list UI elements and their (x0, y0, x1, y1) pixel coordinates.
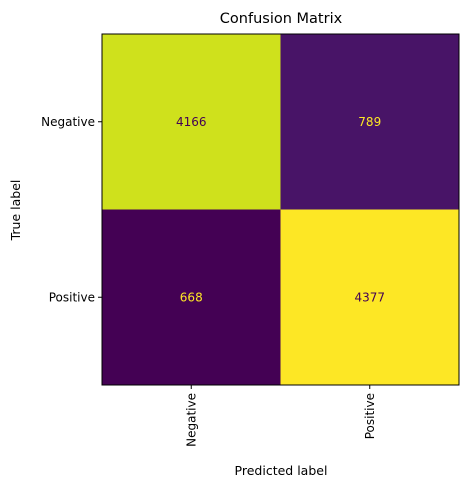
chart-title: Confusion Matrix (220, 11, 343, 27)
cell-value-label-0-1: 789 (358, 115, 381, 129)
heatmap-cell-0-1 (280, 34, 459, 210)
cell-value-label-0-0: 4166 (176, 115, 207, 129)
cell-value-label-1-1: 4377 (354, 290, 385, 304)
heatmap-cell-0-0 (102, 34, 281, 210)
y-axis-label: True label (8, 180, 23, 242)
cell-value-label-1-0: 668 (180, 290, 203, 304)
x-axis-label: Predicted label (235, 463, 328, 478)
heatmap-cells: 4166 789 668 4377 (102, 34, 459, 385)
heatmap-cell-1-0 (102, 209, 281, 385)
y-tick-label-0: Negative (41, 115, 95, 129)
x-axis-ticks: Negative Positive (184, 385, 377, 447)
x-tick-label-1: Positive (363, 393, 377, 439)
plot-frame (101, 33, 460, 386)
y-axis-ticks: Negative Positive (41, 115, 102, 304)
heatmap-cell-1-1 (280, 209, 459, 385)
x-tick-label-0: Negative (184, 393, 198, 447)
y-tick-label-1: Positive (49, 290, 95, 304)
